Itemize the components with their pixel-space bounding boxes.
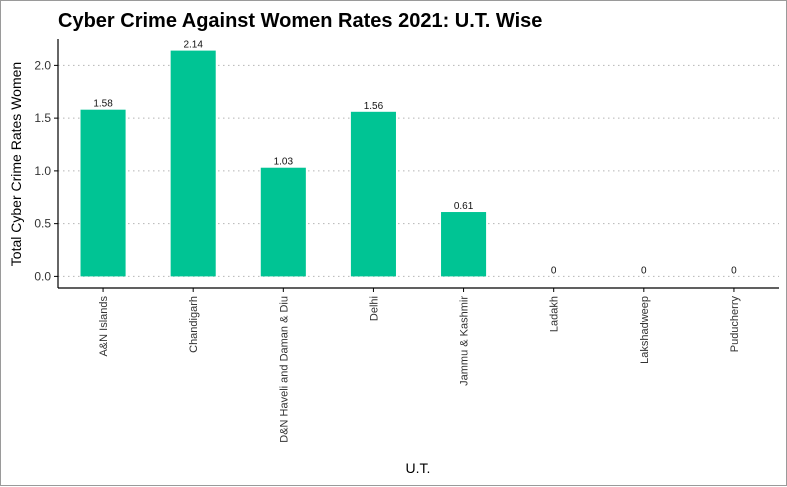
y-tick-label: 1.0 [34,164,51,178]
x-tick-label: Ladakh [549,296,561,332]
x-tick-label: Jammu & Kashmir [459,296,471,386]
y-axis-title: Total Cyber Crime Rates Women [8,62,24,266]
data-label: 0.61 [454,201,474,212]
y-tick-label: 0.0 [34,269,51,283]
x-tick-label: Delhi [368,296,380,321]
bars [80,50,487,277]
chart-title: Cyber Crime Against Women Rates 2021: U.… [58,10,542,32]
data-label: 0 [731,265,737,276]
data-label: 1.58 [93,99,113,110]
y-tick-label: 2.0 [34,58,51,72]
grid-lines [58,64,779,277]
axes [57,39,779,289]
data-label: 2.14 [183,40,203,51]
y-tick-label: 1.5 [34,111,51,125]
x-tick-label: D&N Haveli and Daman & Diu [278,296,290,443]
data-label: 0 [641,265,647,276]
bar [170,50,216,277]
y-ticks: 0.0 0.5 1.0 1.5 2.0 [34,58,58,283]
data-labels: 1.58 2.14 1.03 1.56 0.61 0 0 0 [93,40,737,277]
data-label: 1.03 [274,157,294,168]
x-tick-label: Puducherry [729,296,741,353]
x-axis-title: U.T. [406,460,431,476]
bar [441,212,487,277]
bar [350,111,396,277]
x-tick-label: Lakshadweep [639,296,651,364]
x-ticks: A&N Islands Chandigarh D&N Haveli and Dama… [98,288,741,443]
y-tick-label: 0.5 [34,217,51,231]
bar [260,167,306,277]
data-label: 1.56 [364,101,384,112]
x-tick-label: Chandigarh [188,296,200,353]
data-label: 0 [551,265,557,276]
bar [80,109,126,277]
x-tick-label: A&N Islands [98,296,110,357]
